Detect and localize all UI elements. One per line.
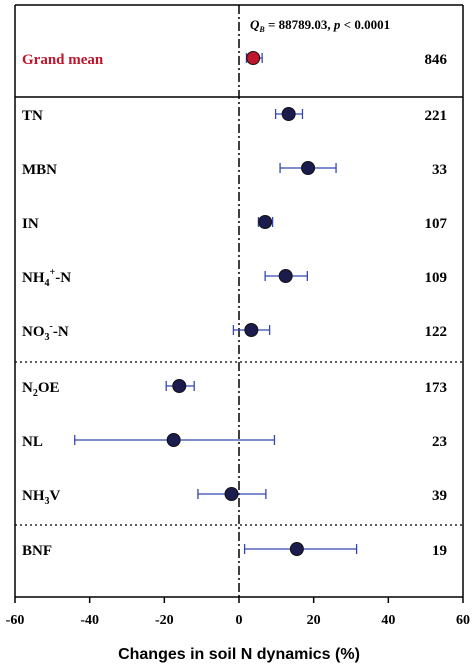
row-label-no3-n: NO3--N bbox=[22, 321, 69, 343]
row-label-bnf: BNF bbox=[22, 543, 52, 559]
sample-size-grand-mean: 846 bbox=[425, 52, 448, 68]
sample-size-in: 107 bbox=[425, 216, 448, 232]
row-label-mbn: MBN bbox=[22, 162, 57, 178]
row-label-grand-mean: Grand mean bbox=[22, 52, 104, 68]
sample-size-n2oe: 173 bbox=[425, 380, 448, 396]
sample-size-nl: 23 bbox=[432, 434, 447, 450]
x-tick-label: 0 bbox=[236, 613, 243, 628]
x-tick-label: -60 bbox=[6, 613, 25, 628]
sample-size-mbn: 33 bbox=[432, 162, 447, 178]
point-in bbox=[258, 215, 273, 229]
x-tick-label: -20 bbox=[155, 613, 174, 628]
x-tick-label: 60 bbox=[456, 613, 470, 628]
row-label-nl: NL bbox=[22, 434, 43, 450]
point-tn bbox=[281, 107, 296, 121]
point-mbn bbox=[301, 161, 316, 175]
point-nh4-n bbox=[278, 269, 293, 283]
point-grand-mean bbox=[246, 51, 261, 65]
point-no3-n bbox=[244, 323, 259, 337]
point-bnf bbox=[289, 542, 304, 556]
point-nh3v bbox=[224, 487, 239, 501]
sample-size-no3-n: 122 bbox=[425, 324, 448, 340]
point-nl bbox=[166, 433, 181, 447]
sample-size-nh4-n: 109 bbox=[425, 270, 448, 286]
x-tick-label: 20 bbox=[307, 613, 321, 628]
sample-size-tn: 221 bbox=[425, 108, 448, 124]
sample-size-bnf: 19 bbox=[432, 543, 447, 559]
sample-size-nh3v: 39 bbox=[432, 488, 447, 504]
x-axis-label: Changes in soil N dynamics (%) bbox=[118, 646, 360, 663]
row-label-tn: TN bbox=[22, 108, 43, 124]
row-label-nh4-n: NH4+-N bbox=[22, 267, 71, 289]
chart-marks: -60 -40 -20 0 20 40 60 Grand mean 846 TN 221 MBN 33 I… bbox=[6, 5, 470, 628]
row-label-in: IN bbox=[22, 216, 39, 232]
row-label-nh3v: NH3V bbox=[22, 488, 61, 507]
q-statistic: QB = 88789.03, p < 0.0001 bbox=[250, 17, 390, 34]
row-label-n2oe: N2OE bbox=[22, 380, 60, 399]
x-tick-label: -40 bbox=[80, 613, 99, 628]
x-tick-label: 40 bbox=[381, 613, 395, 628]
point-n2oe bbox=[172, 379, 187, 393]
